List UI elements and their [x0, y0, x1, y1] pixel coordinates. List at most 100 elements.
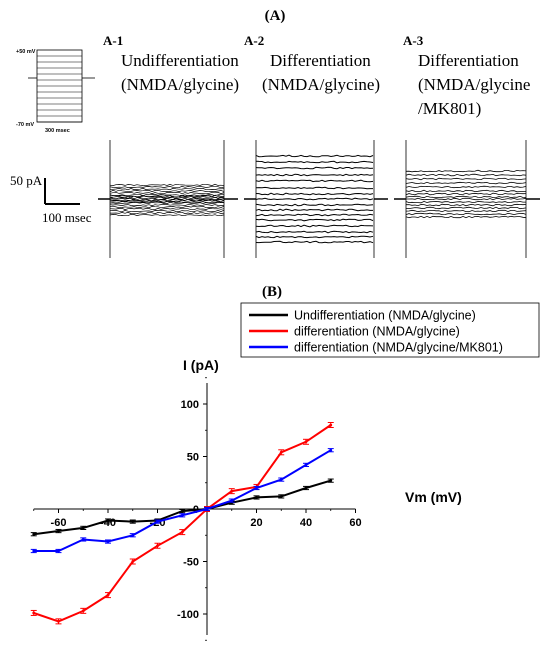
data-point: [106, 540, 110, 543]
current-trace: [255, 173, 374, 177]
data-point: [255, 486, 258, 490]
data-point: [131, 560, 135, 563]
scale-bar-current-label: 50 pA: [10, 173, 43, 188]
current-trace: [255, 160, 374, 164]
data-point: [106, 519, 110, 522]
legend-label-differentiation: differentiation (NMDA/glycine): [294, 325, 460, 339]
data-point: [57, 529, 60, 533]
x-tick-label: 20: [250, 517, 262, 529]
current-trace: [109, 185, 225, 189]
current-trace: [255, 224, 374, 228]
y-axis-label: I (pA): [183, 357, 219, 373]
subpanel-a1-id: A-1: [103, 33, 123, 48]
y-tick-label: -50: [183, 557, 199, 569]
current-trace: [255, 230, 374, 234]
current-trace: [109, 205, 225, 209]
data-point: [230, 489, 234, 493]
current-traces-a3: [394, 140, 540, 258]
subpanel-a2-title: A-2 Differentiation (NMDA/glycine): [244, 33, 380, 94]
current-trace: [255, 208, 373, 212]
data-point: [32, 549, 36, 553]
current-trace: [405, 212, 527, 216]
subpanel-a1-title-line1: Undifferentiation: [121, 51, 239, 70]
current-traces-a1: [98, 140, 238, 258]
current-trace: [405, 195, 527, 199]
data-point: [279, 478, 283, 481]
subpanel-a3-title-line1: Differentiation: [418, 51, 519, 70]
series-0: [30, 478, 334, 537]
protocol-steps: [28, 49, 95, 123]
data-point: [57, 549, 60, 553]
series-1: [30, 422, 334, 625]
data-point: [230, 499, 234, 502]
data-point: [81, 538, 85, 541]
current-trace: [405, 203, 527, 207]
current-trace: [405, 181, 527, 185]
current-trace: [405, 192, 527, 196]
current-trace: [405, 200, 526, 204]
scale-bar-time-label: 100 msec: [42, 210, 92, 225]
legend-label-undifferentiation: Undifferentiation (NMDA/glycine): [294, 309, 476, 323]
data-point: [32, 532, 36, 536]
subpanel-a3-title-line3: /MK801): [418, 99, 481, 118]
series-2: [30, 448, 334, 554]
current-trace: [109, 197, 225, 201]
data-point: [329, 479, 333, 483]
data-point: [304, 440, 308, 444]
x-tick-label: -60: [51, 517, 67, 529]
data-point: [81, 526, 85, 530]
series-line: [33, 479, 332, 536]
current-trace: [405, 209, 527, 213]
current-trace: [405, 206, 527, 210]
current-trace: [109, 207, 225, 211]
subpanel-a1-title: A-1 Undifferentiation (NMDA/glycine): [103, 33, 239, 94]
data-point: [279, 495, 283, 498]
subpanel-a1-title-line2: (NMDA/glycine): [121, 75, 239, 94]
current-traces-a2: [244, 140, 388, 258]
y-tick-label: -100: [177, 609, 199, 621]
current-trace: [405, 215, 527, 219]
x-tick-label: 40: [300, 517, 312, 529]
data-point: [131, 533, 135, 537]
panel-b-label: (B): [262, 284, 282, 300]
current-trace: [255, 154, 374, 158]
current-trace: [405, 169, 527, 173]
current-trace: [109, 200, 225, 204]
current-trace: [109, 203, 224, 207]
current-trace: [405, 173, 527, 177]
x-tick-label: 60: [349, 517, 361, 529]
data-point: [180, 509, 184, 513]
subpanel-a3-id: A-3: [403, 33, 424, 48]
data-point: [32, 611, 36, 615]
subpanel-a3-title-line2: (NMDA/glycine: [418, 75, 530, 94]
data-point: [255, 496, 258, 499]
chart-legend: Undifferentiation (NMDA/glycine) differe…: [240, 302, 540, 358]
subpanel-a3-title: A-3 Differentiation (NMDA/glycine /MK801…: [403, 33, 530, 118]
current-trace: [109, 199, 225, 203]
current-trace: [109, 189, 225, 193]
data-point: [57, 619, 60, 623]
current-trace: [255, 197, 374, 201]
current-trace: [109, 201, 225, 205]
data-point: [81, 609, 85, 613]
current-trace: [255, 240, 374, 244]
current-trace: [405, 177, 527, 181]
current-trace: [109, 183, 225, 187]
current-trace: [109, 213, 225, 217]
current-trace: [255, 213, 374, 217]
data-point: [329, 448, 333, 452]
current-trace: [255, 235, 374, 239]
protocol-bottom-label: -70 mV: [16, 122, 34, 128]
current-trace: [255, 166, 374, 170]
current-trace: [110, 187, 225, 191]
current-trace: [255, 186, 373, 190]
current-trace: [406, 197, 527, 201]
current-trace: [255, 203, 374, 207]
data-point: [106, 593, 110, 597]
data-point: [205, 507, 209, 511]
scale-bar: 50 pA 100 msec: [10, 173, 92, 225]
data-point: [180, 513, 184, 517]
data-point: [156, 544, 159, 548]
series-line: [33, 424, 332, 623]
